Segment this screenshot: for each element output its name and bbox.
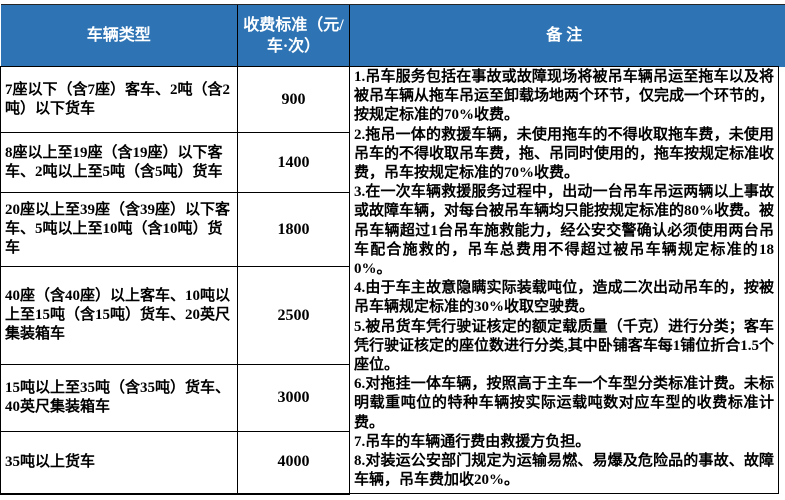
- fee-cell: 1800: [237, 192, 350, 267]
- table-row: 7座以下（含7座）客车、2吨（含2吨）以下货车 900 1.吊车服务包括在事故或…: [0, 66, 779, 494]
- fee-cell: 4000: [237, 431, 350, 495]
- fee-cell: 900: [237, 66, 350, 133]
- table-row: 15吨以上至35吨（含35吨）货车、40英尺集装箱车 3000: [0, 364, 779, 432]
- header-band-bleed: [777, 4, 785, 67]
- fee-cell: 1400: [237, 132, 350, 193]
- remark-item: 8.对装运公安部门规定为运输易燃、易爆及危险品的事故、故障车辆，吊车费加收20%…: [354, 453, 774, 489]
- remark-item: 1.吊车服务包括在事故或故障现场将被吊车辆吊运至拖车以及将被吊车辆从拖车吊运至卸…: [354, 69, 775, 124]
- table-row: 20座以上至39座（含39座）以下客车、5吨以上至10吨（含10吨）货车 180…: [0, 192, 779, 267]
- remark-item: 7.吊车的车辆通行费由救援方负担。: [354, 433, 591, 450]
- table-row: 35吨以上货车 4000: [0, 431, 779, 495]
- header-row: 车辆类型 收费标准（元/车·次） 备 注: [0, 4, 779, 67]
- vehicle-type-cell: 7座以下（含7座）客车、2吨（含2吨）以下货车: [0, 66, 238, 133]
- fee-cell: 3000: [237, 364, 350, 432]
- remark-item: 2.拖吊一体的救援车辆，未使用拖车的不得收取拖车费，未使用吊车的不得收取吊车费，…: [354, 126, 775, 182]
- header-cell-fee: 收费标准（元/车·次）: [237, 4, 350, 67]
- vehicle-type-cell: 8座以上至19座（含19座）以下客车、2吨以上至5吨（含5吨）货车: [0, 132, 238, 193]
- fee-cell: 2500: [237, 266, 350, 365]
- vehicle-type-cell: 40座（含40座）以上客车、10吨以上至15吨（含15吨）货车、20英尺集装箱车: [0, 266, 238, 365]
- vehicle-type-cell: 35吨以上货车: [0, 431, 238, 495]
- header-cell-remarks: 备 注: [349, 4, 779, 67]
- remark-item: 3.在一次车辆救援服务过程中，出动一台吊车吊运两辆以上事故或故障车辆，对每台被吊…: [354, 184, 775, 278]
- remark-item: 5.被吊货车凭行驶证核定的额定载质量（千克）进行分类；客车凭行驶证核定的座位数进…: [354, 318, 775, 374]
- table-row: 8座以上至19座（含19座）以下客车、2吨以上至5吨（含5吨）货车 1400: [0, 132, 779, 193]
- fee-table: 车辆类型 收费标准（元/车·次） 备 注 7座以下（含7座）客车、2吨（含2吨）…: [0, 4, 779, 495]
- remarks-cell: 1.吊车服务包括在事故或故障现场将被吊车辆吊运至拖车以及将被吊车辆从拖车吊运至卸…: [349, 66, 779, 494]
- remark-item: 4.由于车主故意隐瞒实际装载吨位，造成二次出动吊车的，按被吊车辆规定标准的30%…: [354, 280, 774, 316]
- vehicle-type-cell: 20座以上至39座（含39座）以下客车、5吨以上至10吨（含10吨）货车: [0, 192, 238, 267]
- header-cell-vehicle-type: 车辆类型: [0, 4, 238, 67]
- vehicle-type-cell: 15吨以上至35吨（含35吨）货车、40英尺集装箱车: [0, 364, 238, 432]
- remark-item: 6.对拖挂一体车辆，按照高于主车一个车型分类标准计费。未标明载重吨位的特种车辆按…: [354, 376, 774, 431]
